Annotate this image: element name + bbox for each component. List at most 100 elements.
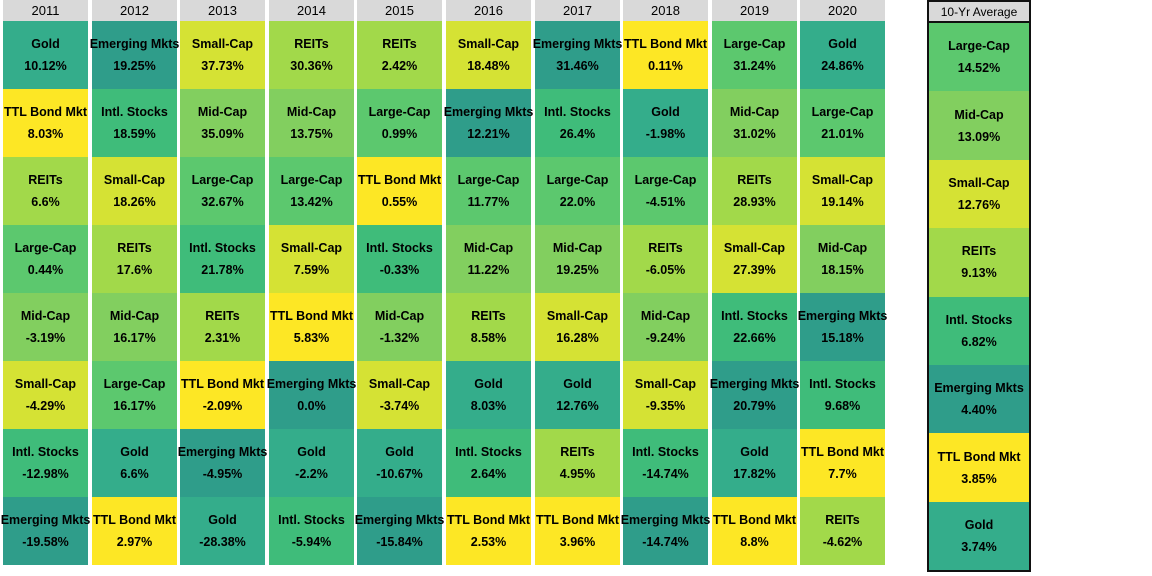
return-value: 28.93%	[733, 195, 776, 209]
asset-label: Gold	[651, 105, 680, 119]
cell-ttl-bond-mkt: TTL Bond Mkt 5.83%	[269, 293, 354, 361]
asset-label: TTL Bond Mkt	[269, 309, 354, 323]
cell-reits: REITs 4.95%	[535, 429, 620, 497]
asset-label: Mid-Cap	[954, 107, 1004, 122]
return-value: 11.77%	[467, 195, 510, 209]
asset-label: REITs	[825, 513, 860, 527]
asset-label: Emerging Mkts	[354, 513, 445, 527]
asset-label: Intl. Stocks	[189, 241, 256, 255]
cell-small-cap: Small-Cap 12.76%	[929, 159, 1029, 229]
asset-label: Mid-Cap	[552, 241, 603, 255]
return-value: 18.26%	[113, 195, 156, 209]
return-value: -14.74%	[642, 535, 689, 549]
return-value: 30.36%	[290, 59, 333, 73]
asset-label: Gold	[964, 517, 994, 532]
asset-label: Small-Cap	[191, 37, 254, 51]
cell-gold: Gold 12.76%	[535, 361, 620, 429]
return-value: -15.84%	[376, 535, 423, 549]
cell-mid-cap: Mid-Cap 18.15%	[800, 225, 885, 293]
cell-ttl-bond-mkt: TTL Bond Mkt 8.8%	[712, 497, 797, 565]
asset-label: Gold	[31, 37, 60, 51]
return-value: -1.98%	[645, 127, 686, 141]
return-value: 17.82%	[733, 467, 776, 481]
cell-large-cap: Large-Cap 32.67%	[180, 157, 265, 225]
return-value: 19.14%	[821, 195, 864, 209]
cell-emerging-mkts: Emerging Mkts -14.74%	[620, 497, 711, 565]
asset-label: Emerging Mkts	[620, 513, 711, 527]
return-value: 13.09%	[957, 129, 1001, 144]
cell-emerging-mkts: Emerging Mkts -19.58%	[1, 497, 90, 565]
return-value: 7.59%	[293, 263, 330, 277]
cell-large-cap: Large-Cap 21.01%	[800, 89, 885, 157]
cell-emerging-mkts: Emerging Mkts 19.25%	[90, 21, 179, 89]
cell-large-cap: Large-Cap 31.24%	[712, 21, 797, 89]
return-value: 31.46%	[556, 59, 599, 73]
asset-label: Small-Cap	[948, 175, 1010, 190]
cell-reits: REITs 30.36%	[269, 21, 354, 89]
year-column-2014: 2014 REITs 30.36% Mid-Cap 13.75% Large-Cap 13.…	[267, 0, 356, 565]
cell-reits: REITs -6.05%	[623, 225, 708, 293]
asset-label: TTL Bond Mkt	[712, 513, 797, 527]
cell-intl-stocks: Intl. Stocks -12.98%	[3, 429, 88, 497]
year-header: 2012	[92, 0, 177, 21]
asset-label: REITs	[471, 309, 506, 323]
average-header: 10-Yr Average	[929, 2, 1029, 23]
return-value: 0.44%	[27, 263, 64, 277]
cell-large-cap: Large-Cap 0.44%	[3, 225, 88, 293]
asset-label: REITs	[205, 309, 240, 323]
year-column-2020: 2020 Gold 24.86% Large-Cap 21.01% Small-Cap 19…	[798, 0, 887, 565]
return-value: -6.05%	[645, 263, 686, 277]
cell-emerging-mkts: Emerging Mkts -15.84%	[354, 497, 445, 565]
return-value: 10.12%	[24, 59, 67, 73]
year-column-2019: 2019 Large-Cap 31.24% Mid-Cap 31.02% REITs 28.…	[709, 0, 800, 565]
asset-label: Emerging Mkts	[709, 377, 800, 391]
cell-gold: Gold 6.6%	[92, 429, 177, 497]
return-value: 8.03%	[27, 127, 64, 141]
return-value: 18.15%	[821, 263, 864, 277]
year-header: 2018	[623, 0, 708, 21]
return-value: 4.40%	[961, 403, 997, 418]
cell-intl-stocks: Intl. Stocks 26.4%	[535, 89, 620, 157]
asset-label: Emerging Mkts	[532, 37, 623, 51]
cell-reits: REITs 2.31%	[180, 293, 265, 361]
return-value: 12.76%	[957, 197, 1001, 212]
year-column-2018: 2018 TTL Bond Mkt 0.11% Gold -1.98% Large-Cap…	[620, 0, 711, 565]
cell-emerging-mkts: Emerging Mkts 20.79%	[709, 361, 800, 429]
return-value: 22.0%	[559, 195, 596, 209]
asset-label: TTL Bond Mkt	[535, 513, 620, 527]
cell-gold: Gold 17.82%	[712, 429, 797, 497]
cell-ttl-bond-mkt: TTL Bond Mkt 3.96%	[535, 497, 620, 565]
asset-label: Intl. Stocks	[632, 445, 699, 459]
cell-gold: Gold 3.74%	[929, 501, 1029, 571]
asset-label: Small-Cap	[811, 173, 874, 187]
cell-large-cap: Large-Cap -4.51%	[623, 157, 708, 225]
year-column-2012: 2012 Emerging Mkts 19.25% Intl. Stocks 18.59…	[90, 0, 179, 565]
asset-label: REITs	[294, 37, 329, 51]
return-value: 31.02%	[733, 127, 776, 141]
asset-label: TTL Bond Mkt	[3, 105, 88, 119]
return-value: 11.22%	[467, 263, 510, 277]
cell-emerging-mkts: Emerging Mkts -4.95%	[177, 429, 268, 497]
asset-label: Intl. Stocks	[12, 445, 79, 459]
return-value: 18.48%	[467, 59, 510, 73]
cell-mid-cap: Mid-Cap 19.25%	[535, 225, 620, 293]
cell-mid-cap: Mid-Cap -1.32%	[357, 293, 442, 361]
asset-label: Emerging Mkts	[177, 445, 268, 459]
asset-label: Gold	[297, 445, 326, 459]
return-value: 0.0%	[297, 399, 326, 413]
cell-mid-cap: Mid-Cap -3.19%	[3, 293, 88, 361]
return-value: -4.95%	[202, 467, 243, 481]
return-value: 37.73%	[201, 59, 244, 73]
return-value: -2.2%	[295, 467, 328, 481]
asset-label: Intl. Stocks	[455, 445, 522, 459]
year-column-2013: 2013 Small-Cap 37.73% Mid-Cap 35.09% Large-Ca…	[177, 0, 268, 565]
return-value: 20.79%	[733, 399, 776, 413]
return-value: 2.53%	[470, 535, 507, 549]
asset-label: Intl. Stocks	[945, 312, 1013, 327]
asset-label: REITs	[560, 445, 595, 459]
return-value: -10.67%	[376, 467, 423, 481]
return-value: -2.09%	[202, 399, 243, 413]
return-value: 9.68%	[824, 399, 861, 413]
asset-label: REITs	[737, 173, 772, 187]
asset-label: Intl. Stocks	[544, 105, 611, 119]
